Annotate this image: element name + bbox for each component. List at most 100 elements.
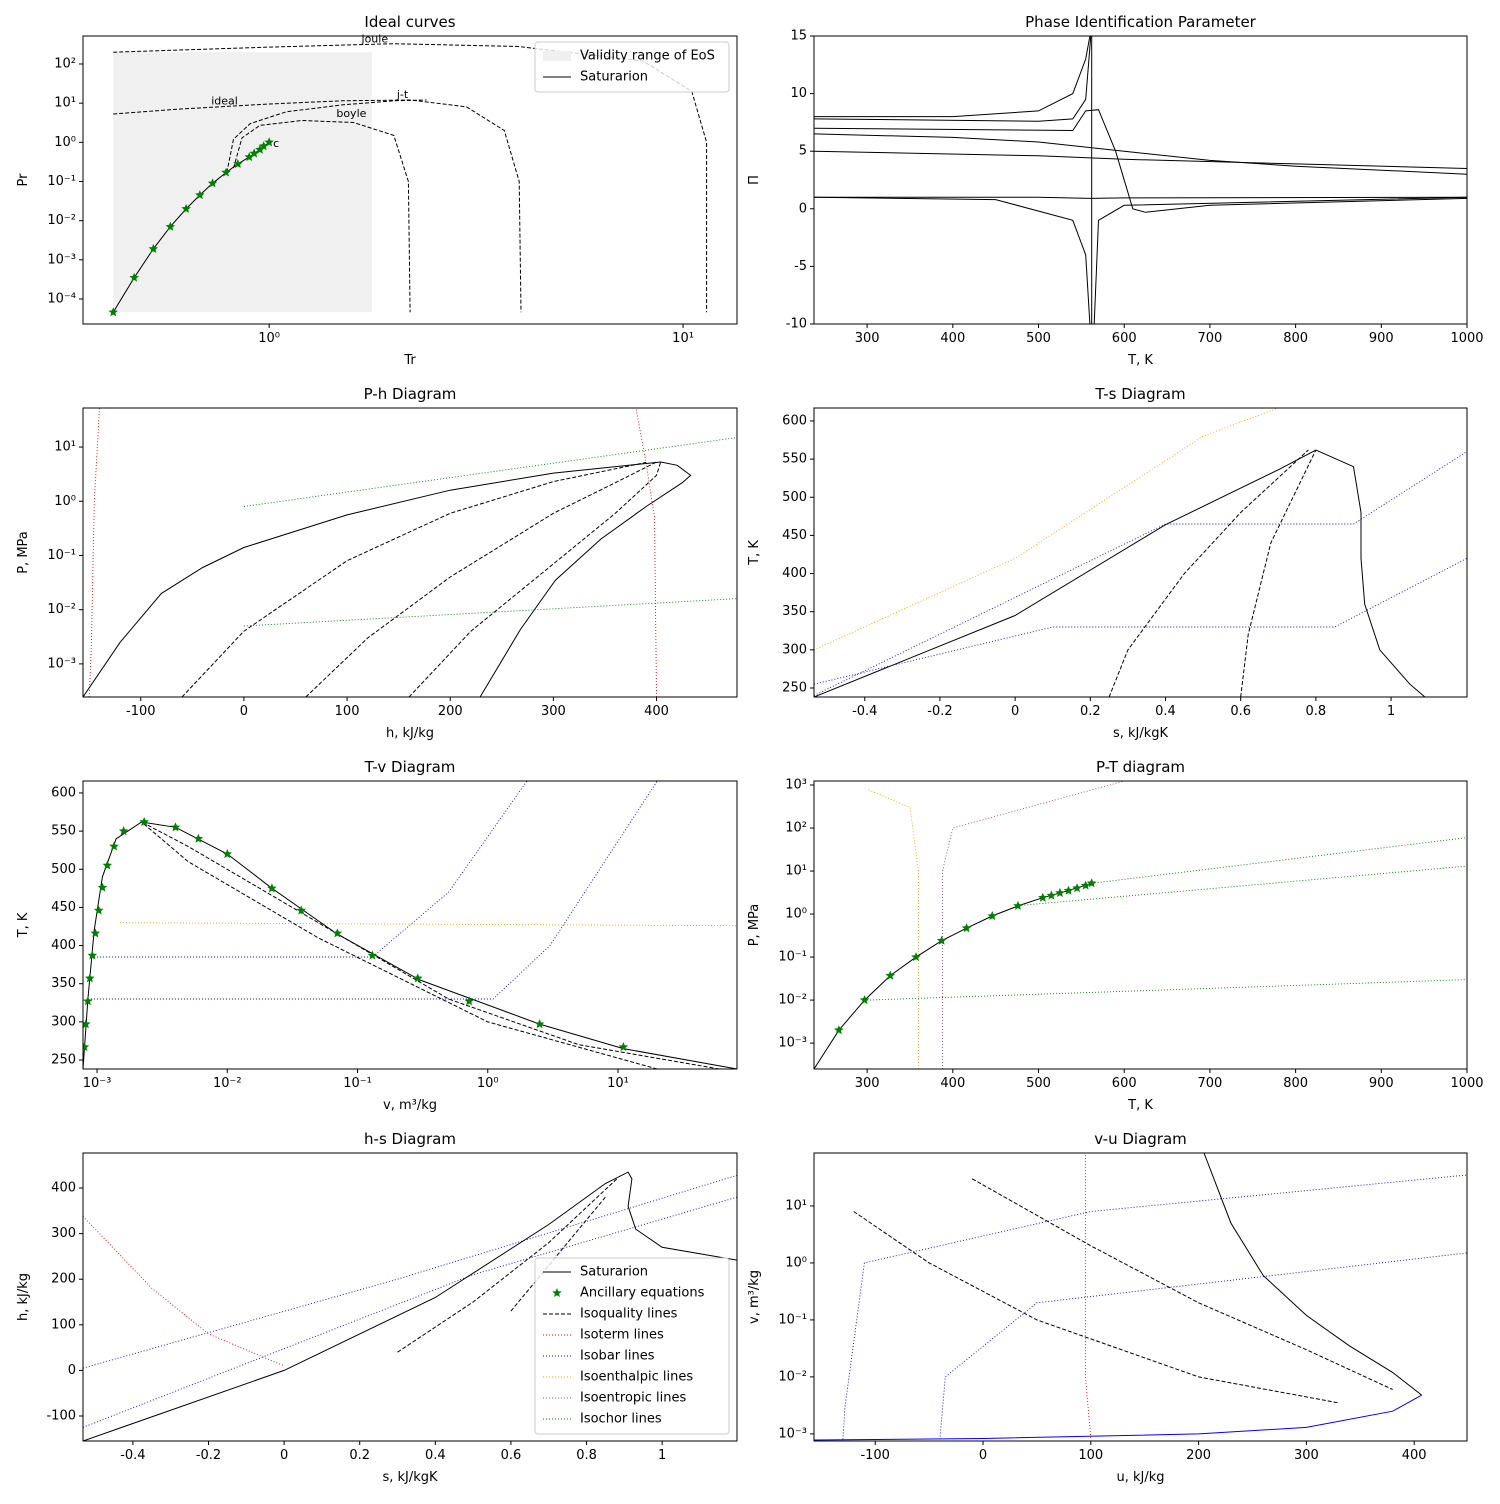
curve — [1091, 837, 1467, 884]
x-tick-label: 900 — [1369, 331, 1394, 346]
marker — [618, 1042, 629, 1052]
axes: 300 400 500 600 700 800 900 1000 -10 -5 0 5 10 15 Phas… — [747, 13, 1484, 368]
chart-title: h-s Diagram — [364, 1130, 456, 1148]
curve — [1203, 1153, 1423, 1396]
legend-label: Ancillary equations — [580, 1286, 705, 1301]
plot-area — [814, 36, 1467, 324]
x-tick-label: 0.2 — [1080, 704, 1101, 719]
marker — [1055, 887, 1065, 897]
marker — [221, 167, 231, 177]
marker — [1038, 892, 1048, 902]
y-tick-label: 10⁻¹ — [47, 548, 76, 563]
curve — [814, 36, 1091, 118]
y-tick-label: 300 — [782, 642, 807, 657]
axes-frame — [813, 780, 1468, 1070]
y-tick-label: 10⁻³ — [47, 656, 76, 671]
marker — [233, 159, 243, 168]
curve — [87, 781, 658, 1000]
curve — [83, 821, 737, 1069]
axes-frame — [82, 780, 738, 1070]
marker — [193, 833, 204, 843]
y-tick-label: 10⁻¹ — [778, 1312, 807, 1327]
legend-label: Isoquality lines — [580, 1307, 678, 1322]
legend-label: Validity range of EoS — [580, 49, 715, 64]
marker — [195, 190, 205, 200]
legend-swatch — [543, 51, 571, 61]
legend: Saturarion Ancillary equations Isoquality … — [534, 1257, 730, 1435]
axes: -100 0 100 200 300 400 10⁻³ 10⁻² 10⁻¹ 10⁰ 10¹ P-h D… — [16, 385, 738, 741]
x-axis-label: h, kJ/kg — [386, 726, 434, 741]
x-tick-label: 700 — [1197, 1076, 1222, 1091]
x-tick-label: 300 — [855, 1076, 880, 1091]
annotation: joule — [361, 33, 389, 46]
y-tick-label: 5 — [799, 144, 807, 159]
validity-region — [113, 52, 372, 313]
chart-title: v-u Diagram — [1094, 1130, 1187, 1148]
y-tick-label: 10² — [785, 821, 807, 836]
x-tick-label: 0.4 — [1155, 704, 1176, 719]
y-tick-label: 10¹ — [54, 440, 76, 455]
y-tick-label: 400 — [782, 566, 807, 581]
marker — [83, 1042, 90, 1052]
curve — [181, 461, 647, 697]
y-tick-label: 550 — [782, 452, 807, 467]
y-tick-label: 500 — [782, 490, 807, 505]
y-axis-label: T, K — [747, 540, 762, 566]
y-tick-label: 550 — [51, 824, 76, 839]
x-tick-label: 400 — [1402, 1448, 1427, 1463]
x-tick-label: -0.4 — [852, 704, 877, 719]
curve — [226, 99, 427, 173]
curve — [814, 449, 1426, 697]
x-tick-label: 0 — [1011, 704, 1019, 719]
marker — [296, 905, 306, 915]
axes-frame — [813, 407, 1468, 698]
chart-title: P-h Diagram — [364, 385, 457, 403]
legend-label: Saturarion — [580, 70, 648, 85]
curve — [814, 36, 1092, 122]
y-tick-label: 200 — [51, 1272, 76, 1287]
marker — [936, 935, 947, 945]
x-tick-label: -100 — [126, 704, 156, 719]
y-tick-label: 600 — [782, 413, 807, 428]
x-axis-label: s, kJ/kgK — [1113, 726, 1169, 741]
x-tick-label: 900 — [1369, 1076, 1394, 1091]
x-tick-label: 10⁻¹ — [343, 1076, 372, 1091]
curve — [233, 119, 411, 313]
y-tick-label: 250 — [51, 1052, 76, 1067]
plot-area — [814, 781, 1467, 1069]
marker — [244, 152, 254, 162]
x-tick-label: 300 — [541, 704, 566, 719]
curve — [942, 781, 1125, 1069]
marker — [87, 950, 98, 960]
chart-title: T-s Diagram — [1094, 385, 1185, 403]
y-tick-label: 300 — [51, 1014, 76, 1029]
x-tick-label: 10¹ — [672, 331, 694, 346]
curve — [91, 781, 528, 958]
y-axis-label: h, kJ/kg — [16, 1273, 31, 1321]
curve — [1093, 196, 1467, 324]
y-tick-label: 15 — [790, 29, 807, 44]
x-tick-label: 800 — [1283, 331, 1308, 346]
marker — [148, 243, 159, 253]
x-tick-label: 0 — [280, 1448, 288, 1463]
x-tick-label: 0.8 — [1306, 704, 1327, 719]
marker — [207, 178, 218, 188]
curve — [853, 1211, 1339, 1404]
plot-area — [83, 1171, 737, 1441]
x-axis-label: T, K — [1127, 1098, 1153, 1113]
curve — [814, 1394, 1422, 1441]
x-axis-label: v, m³/kg — [383, 1098, 437, 1113]
x-tick-label: 600 — [1112, 1076, 1137, 1091]
x-tick-label: 10⁻² — [213, 1076, 242, 1091]
marker — [255, 144, 265, 154]
y-tick-label: 10⁰ — [54, 494, 76, 509]
axes-frame — [813, 35, 1468, 325]
curve — [83, 1215, 285, 1367]
x-axis-label: s, kJ/kgK — [382, 1470, 438, 1485]
curve — [243, 598, 737, 627]
x-tick-label: 10⁰ — [477, 1076, 499, 1091]
curve — [1084, 1153, 1092, 1438]
y-tick-label: -10 — [786, 317, 807, 332]
annotation: c — [273, 137, 279, 150]
x-tick-label: 600 — [1112, 331, 1137, 346]
